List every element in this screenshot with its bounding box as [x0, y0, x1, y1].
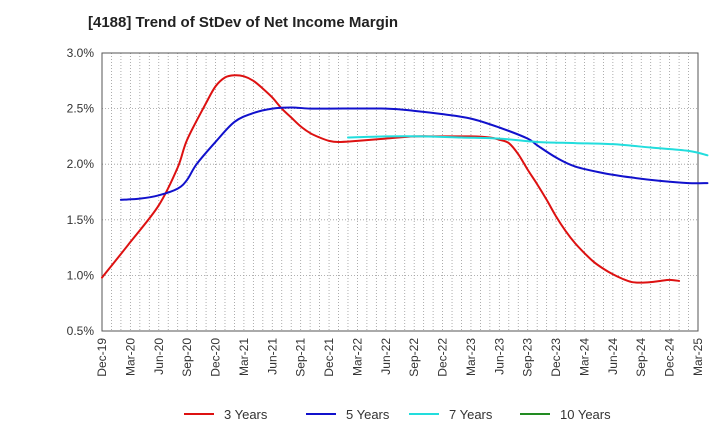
legend-label-7-years: 7 Years — [449, 407, 493, 422]
x-tick-label: Mar-24 — [577, 338, 591, 376]
x-tick-label: Mar-21 — [237, 338, 251, 376]
x-tick-label: Jun-24 — [606, 338, 620, 375]
legend-label-3-years: 3 Years — [224, 407, 268, 422]
y-tick-label: 2.5% — [67, 102, 95, 116]
x-tick-label: Jun-21 — [265, 338, 279, 375]
y-tick-label: 0.5% — [67, 324, 95, 338]
x-tick-label: Jun-23 — [492, 338, 506, 375]
x-tick-label: Dec-22 — [436, 338, 450, 377]
series-line-5-years — [119, 106, 709, 201]
plot-border — [101, 52, 699, 332]
y-tick-label: 1.5% — [67, 213, 95, 227]
y-tick-label: 1.0% — [67, 268, 95, 282]
legend: 3 Years 5 Years 7 Years 10 Years — [184, 407, 611, 422]
y-tick-label: 3.0% — [67, 46, 95, 60]
x-tick-label: Dec-19 — [95, 338, 109, 377]
x-tick-label: Sep-21 — [294, 338, 308, 377]
plot-background — [102, 53, 698, 331]
x-tick-label: Dec-20 — [209, 338, 223, 377]
x-tick-label: Sep-20 — [180, 338, 194, 377]
x-tick-label: Sep-22 — [407, 338, 421, 377]
x-tick-label: Jun-22 — [379, 338, 393, 375]
legend-label-5-years: 5 Years — [346, 407, 390, 422]
x-tick-label: Sep-23 — [521, 338, 535, 377]
x-tick-label: Mar-25 — [691, 338, 705, 376]
plot-area: 0.5% 1.0% 1.5% 2.0% 2.5% 3.0% Dec-19 Mar-20 Jun-… — [67, 46, 709, 377]
x-tick-label: Jun-20 — [152, 338, 166, 375]
x-tick-label: Mar-20 — [123, 338, 137, 376]
x-tick-label: Mar-23 — [464, 338, 478, 376]
legend-label-10-years: 10 Years — [560, 407, 611, 422]
x-tick-label: Dec-24 — [663, 338, 677, 377]
series-line-7-years — [346, 135, 709, 157]
x-tick-label: Mar-22 — [350, 338, 364, 376]
x-tick-label: Dec-21 — [322, 338, 336, 377]
chart-title: [4188] Trend of StDev of Net Income Marg… — [88, 14, 398, 31]
y-tick-label: 2.0% — [67, 157, 95, 171]
x-tick-label: Dec-23 — [549, 338, 563, 377]
x-tick-label: Sep-24 — [634, 338, 648, 377]
